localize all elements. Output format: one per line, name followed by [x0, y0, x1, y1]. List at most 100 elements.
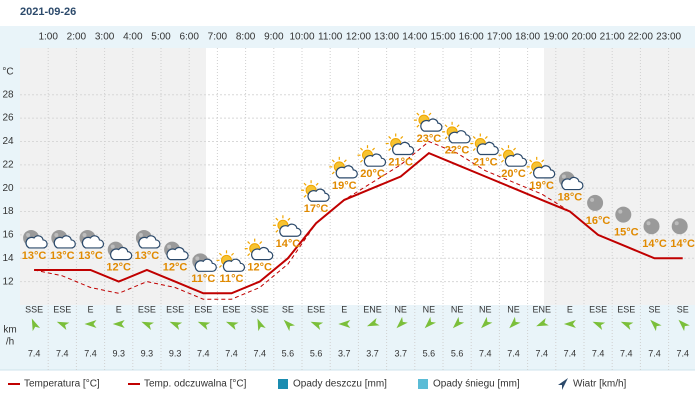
moon-spot	[590, 197, 595, 202]
y-tick-label: 18	[2, 206, 14, 217]
temp-label: 13°C	[22, 250, 47, 262]
cloud	[25, 235, 48, 249]
sun-ray	[400, 136, 404, 139]
wind-arrow	[509, 316, 521, 329]
moon-spot	[82, 232, 87, 237]
wind-arrow	[257, 318, 266, 332]
wind-speed: 7.4	[535, 348, 548, 358]
sun-ray	[416, 112, 420, 116]
wind-arrow	[225, 321, 239, 330]
wind-arrow	[56, 321, 70, 330]
temp-label: 17°C	[304, 203, 329, 215]
cloud	[392, 141, 415, 156]
wind-speed: 3.7	[338, 348, 351, 358]
weather-icon	[107, 241, 133, 261]
wind-unit: /h	[6, 337, 14, 348]
sun-ray	[219, 264, 222, 268]
moon-spot	[54, 232, 59, 237]
wind-direction: NE	[507, 304, 520, 314]
moon-spot	[674, 221, 679, 226]
cloud	[476, 141, 499, 156]
wind-arrow	[366, 318, 380, 327]
sun-ray	[259, 241, 263, 245]
sun-ray	[416, 124, 420, 128]
wind-arrow	[592, 321, 606, 330]
sun-ray	[541, 159, 545, 163]
wind-unit: km	[3, 325, 16, 336]
wind-direction: SSE	[251, 304, 269, 314]
wind-arrow	[84, 320, 97, 328]
wind-direction: ESE	[589, 304, 607, 314]
wind-arrow	[31, 318, 41, 332]
temp-label: 13°C	[135, 250, 160, 262]
moon	[615, 206, 632, 223]
wind-direction: NE	[479, 304, 492, 314]
y-tick-label: 22	[2, 159, 14, 170]
wind-direction: ESE	[166, 304, 184, 314]
wind-speed: 7.4	[253, 348, 266, 358]
legend-label: Wiatr [km/h]	[573, 379, 627, 390]
cloud	[448, 130, 471, 144]
cloud	[53, 235, 76, 249]
hour-label: 21:00	[600, 32, 625, 43]
weather-icon	[615, 206, 632, 223]
wind-arrow	[141, 321, 154, 330]
hour-label: 16:00	[459, 32, 484, 43]
sun-ray	[388, 136, 392, 139]
y-tick-label: 24	[2, 136, 14, 147]
hour-label: 3:00	[95, 32, 115, 43]
wind-direction: ESE	[307, 304, 325, 314]
sun-ray	[219, 252, 222, 256]
weather-icon	[587, 194, 604, 211]
wind-direction: ESE	[194, 304, 212, 314]
cloud	[166, 246, 189, 261]
hour-label: 22:00	[628, 32, 653, 43]
sun-ray	[484, 136, 488, 139]
weather-icon	[671, 218, 688, 235]
temp-label: 11°C	[191, 273, 215, 285]
weather-icon	[357, 145, 387, 167]
moon-spot	[195, 256, 200, 261]
sun-ray	[501, 147, 504, 151]
sun-ray	[231, 252, 234, 256]
moon-spot	[110, 244, 115, 249]
weather-icon	[272, 215, 302, 237]
wind-speed: 7.4	[225, 348, 238, 358]
sun-ray	[331, 171, 335, 175]
sun-ray	[315, 182, 319, 186]
wind-speed: 7.4	[507, 348, 520, 358]
hour-label: 11:00	[318, 32, 343, 43]
cloud	[222, 258, 246, 272]
wind-arrow	[650, 319, 662, 332]
sun-ray	[247, 241, 251, 245]
moon-spot	[26, 232, 31, 237]
wind-direction: ESE	[617, 304, 635, 314]
wind-arrow	[424, 316, 436, 329]
wind-direction: NE	[423, 304, 436, 314]
sun-ray	[287, 217, 291, 221]
wind-arrow	[283, 319, 295, 332]
weather-icon	[470, 133, 499, 156]
wind-direction: NE	[394, 304, 407, 314]
wind-direction: ESE	[222, 304, 240, 314]
wind-arrow	[620, 321, 634, 330]
moon-spot	[167, 244, 172, 249]
sun-ray	[444, 124, 448, 128]
legend-label: Temperatura [°C]	[24, 379, 100, 390]
weather-icon	[498, 145, 528, 167]
wind-direction: ESE	[53, 304, 71, 314]
moon-spot	[618, 209, 623, 214]
cloud	[279, 223, 302, 237]
wind-speed: 3.7	[366, 348, 379, 358]
temp-label: 21°C	[473, 156, 498, 168]
cloud	[561, 176, 584, 191]
weather-icon	[216, 250, 246, 272]
hour-label: 1:00	[38, 32, 58, 43]
temp-label: 11°C	[220, 273, 244, 285]
cloud	[81, 235, 105, 249]
hour-label: 18:00	[515, 32, 540, 43]
wind-speed: 7.4	[84, 348, 97, 358]
wind-band	[20, 305, 695, 370]
hour-label: 14:00	[402, 32, 427, 43]
